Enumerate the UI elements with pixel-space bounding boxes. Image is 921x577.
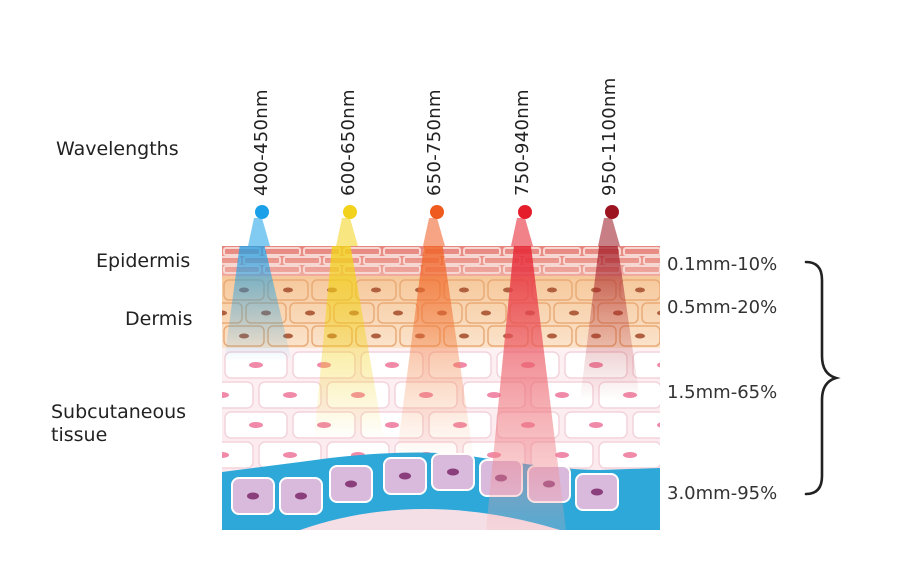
beam-orange <box>396 246 474 460</box>
dermis-nucleus <box>222 310 227 316</box>
epidermis-cell <box>283 256 321 265</box>
depth-label-epidermis: 0.1mm-10% <box>667 254 778 275</box>
beam-top-orange <box>423 218 445 246</box>
dot-orange-icon <box>430 205 444 219</box>
epidermis-cell <box>643 256 660 265</box>
beam-blue <box>224 246 292 362</box>
epidermis-cell <box>543 247 581 256</box>
depth-label-subcutaneous: 1.5mm-65% <box>667 382 778 403</box>
dot-blue-icon <box>255 205 269 219</box>
subcutaneous-cell <box>632 411 660 439</box>
subcutaneous-nucleus <box>623 452 637 458</box>
beam-top-blue <box>248 218 270 246</box>
depth-brace-icon <box>804 260 841 496</box>
beam-top-red <box>511 218 533 246</box>
subcutaneous-nucleus <box>222 452 229 458</box>
fat-nucleus <box>399 472 411 480</box>
beam-yellow <box>314 246 384 440</box>
fat-nucleus <box>447 468 459 476</box>
subcutaneous-cell <box>632 351 660 379</box>
epidermis-cell <box>383 247 421 256</box>
subcutaneous-nucleus <box>657 422 660 428</box>
epidermis-cell <box>463 265 501 274</box>
subcutaneous-cell <box>222 441 254 469</box>
fat-nucleus <box>345 480 357 488</box>
fat-nucleus <box>591 488 603 496</box>
layer-label-dermis: Dermis <box>125 308 193 330</box>
epidermis-cell <box>383 265 421 274</box>
dermis-nucleus <box>635 287 645 293</box>
dermis-nucleus <box>283 287 293 293</box>
dermis-nucleus <box>547 287 557 293</box>
subcutaneous-nucleus <box>283 392 297 398</box>
light-beams <box>224 246 640 530</box>
wavelengths-heading: Wavelengths <box>56 138 179 160</box>
layer-label-tissue: tissue <box>51 424 108 446</box>
epidermis-cell <box>623 247 660 256</box>
subcutaneous-nucleus <box>249 422 263 428</box>
dot-darkred-icon <box>605 205 619 219</box>
layer-label-epidermis: Epidermis <box>96 250 191 272</box>
dermis-nucleus <box>393 310 403 316</box>
dermis-nucleus <box>657 310 660 316</box>
subcutaneous-nucleus <box>657 362 660 368</box>
dermis-nucleus <box>371 287 381 293</box>
epidermis-cell <box>623 265 660 274</box>
dermis-nucleus <box>569 310 579 316</box>
dermis-nucleus <box>371 333 381 339</box>
dermis-nucleus <box>547 333 557 339</box>
subcutaneous-nucleus <box>249 362 263 368</box>
beam-red <box>486 246 566 530</box>
subcutaneous-nucleus <box>487 392 501 398</box>
subcutaneous-nucleus <box>555 452 569 458</box>
fat-nucleus <box>247 492 259 500</box>
epidermis-cell <box>543 265 581 274</box>
dermis-nucleus <box>481 310 491 316</box>
beam-top-yellow <box>336 218 358 246</box>
dot-red-icon <box>518 205 532 219</box>
beam-darkred <box>580 246 640 400</box>
dermis-nucleus <box>635 333 645 339</box>
depth-label-deep: 3.0mm-95% <box>667 483 778 504</box>
epidermis-cell <box>363 256 401 265</box>
dermis-cell <box>465 302 507 324</box>
dermis-nucleus <box>305 310 315 316</box>
beam-top-darkred <box>598 218 620 246</box>
subcutaneous-nucleus <box>385 362 399 368</box>
layer-label-subcutaneous: Subcutaneous <box>51 401 187 423</box>
subcutaneous-nucleus <box>589 422 603 428</box>
dermis-cell <box>641 302 660 324</box>
subcutaneous-nucleus <box>385 422 399 428</box>
subcutaneous-nucleus <box>222 392 229 398</box>
dermis-nucleus <box>459 333 469 339</box>
dot-yellow-icon <box>343 205 357 219</box>
epidermis-cell <box>463 247 501 256</box>
fat-nucleus <box>295 492 307 500</box>
depth-label-dermis: 0.5mm-20% <box>667 297 778 318</box>
subcutaneous-cell <box>222 381 254 409</box>
subcutaneous-nucleus <box>283 452 297 458</box>
dermis-nucleus <box>459 287 469 293</box>
subcutaneous-nucleus <box>555 392 569 398</box>
